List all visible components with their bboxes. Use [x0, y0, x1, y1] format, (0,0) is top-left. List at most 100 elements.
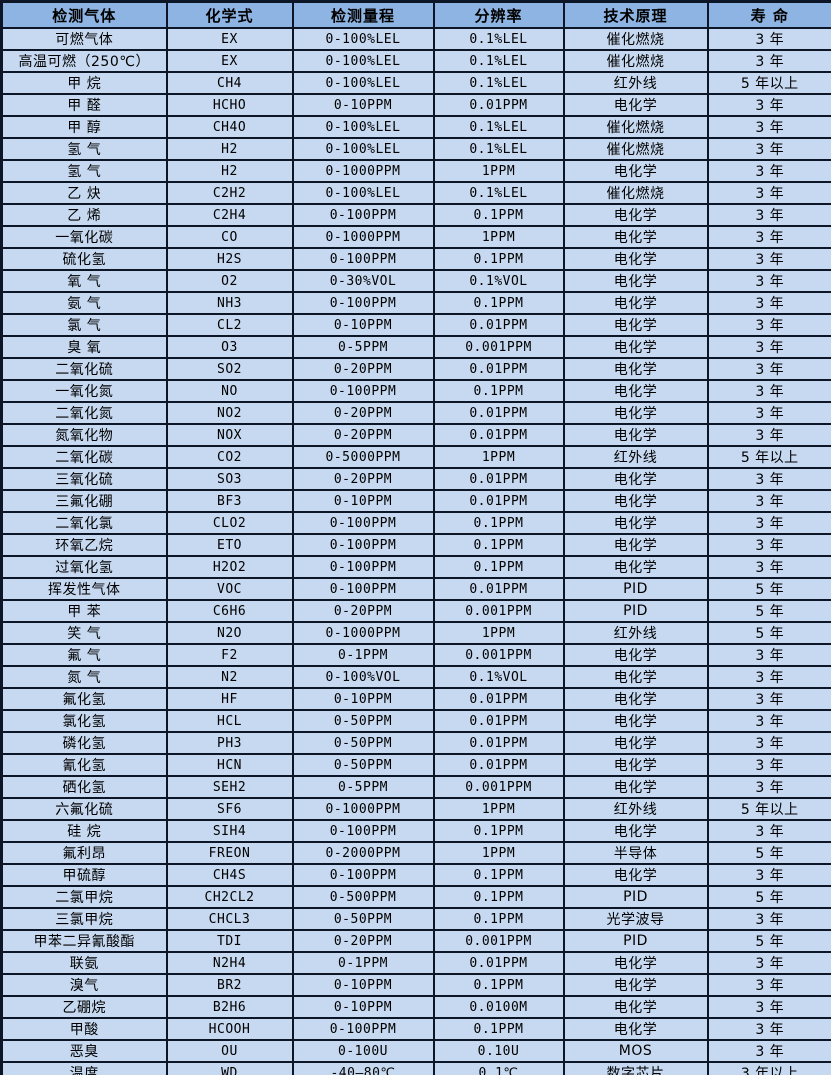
formula-cell: TDI	[165, 929, 294, 953]
range-cell: 0-20PPM	[291, 467, 435, 491]
formula-cell: NO	[165, 379, 294, 403]
formula-cell: CH2CL2	[165, 885, 294, 909]
table-row: 硫化氢 H2S 0-100PPM 0.1PPM 电化学 3 年	[0, 247, 831, 271]
resolution-cell: 0.01PPM	[432, 313, 565, 337]
gas-name-cell: 二氧化碳	[0, 445, 168, 469]
formula-cell: CH4O	[165, 115, 294, 139]
principle-cell: 电化学	[562, 423, 709, 447]
resolution-cell: 0.01PPM	[432, 489, 565, 513]
range-cell: -40—80℃	[291, 1061, 435, 1075]
lifespan-cell: 3 年	[706, 951, 831, 975]
gas-name-cell: 硫化氢	[0, 247, 168, 271]
range-cell: 0-10PPM	[291, 489, 435, 513]
resolution-cell: 0.01PPM	[432, 357, 565, 381]
table-row: 三氟化硼 BF3 0-10PPM 0.01PPM 电化学 3 年	[0, 489, 831, 513]
table-row: 乙硼烷 B2H6 0-10PPM 0.0100M 电化学 3 年	[0, 995, 831, 1019]
formula-cell: WD	[165, 1061, 294, 1075]
range-cell: 0-100%LEL	[291, 49, 435, 73]
principle-cell: 电化学	[562, 555, 709, 579]
principle-cell: PID	[562, 885, 709, 909]
lifespan-cell: 5 年	[706, 577, 831, 601]
formula-cell: SO2	[165, 357, 294, 381]
resolution-cell: 0.1PPM	[432, 907, 565, 931]
gas-name-cell: 硒化氢	[0, 775, 168, 799]
table-row: 氧 气 O2 0-30%VOL 0.1%VOL 电化学 3 年	[0, 269, 831, 293]
lifespan-cell: 3 年	[706, 775, 831, 799]
lifespan-cell: 3 年	[706, 137, 831, 161]
range-cell: 0-100%LEL	[291, 137, 435, 161]
lifespan-cell: 3 年	[706, 291, 831, 315]
lifespan-cell: 3 年	[706, 93, 831, 117]
range-cell: 0-100U	[291, 1039, 435, 1063]
gas-name-cell: 三氧化硫	[0, 467, 168, 491]
resolution-cell: 1PPM	[432, 445, 565, 469]
lifespan-cell: 3 年	[706, 863, 831, 887]
resolution-cell: 0.01PPM	[432, 731, 565, 755]
lifespan-cell: 3 年	[706, 467, 831, 491]
lifespan-cell: 3 年	[706, 203, 831, 227]
resolution-cell: 0.10U	[432, 1039, 565, 1063]
range-cell: 0-100PPM	[291, 533, 435, 557]
lifespan-cell: 3 年	[706, 555, 831, 579]
principle-cell: 电化学	[562, 819, 709, 843]
lifespan-cell: 3 年	[706, 401, 831, 425]
formula-cell: ETO	[165, 533, 294, 557]
gas-name-cell: 氨 气	[0, 291, 168, 315]
lifespan-cell: 3 年	[706, 1017, 831, 1041]
range-cell: 0-100%LEL	[291, 115, 435, 139]
gas-name-cell: 磷化氢	[0, 731, 168, 755]
principle-cell: 电化学	[562, 93, 709, 117]
column-header-range: 检测量程	[291, 0, 435, 29]
resolution-cell: 0.01PPM	[432, 687, 565, 711]
lifespan-cell: 3 年	[706, 819, 831, 843]
range-cell: 0-100PPM	[291, 203, 435, 227]
range-cell: 0-10PPM	[291, 93, 435, 117]
table-row: 六氟化硫 SF6 0-1000PPM 1PPM 红外线 5 年以上	[0, 797, 831, 821]
gas-name-cell: 二氧化硫	[0, 357, 168, 381]
principle-cell: 催化燃烧	[562, 115, 709, 139]
resolution-cell: 0.1PPM	[432, 203, 565, 227]
gas-name-cell: 甲酸	[0, 1017, 168, 1041]
principle-cell: 电化学	[562, 775, 709, 799]
table-row: 高温可燃（250℃） EX 0-100%LEL 0.1%LEL 催化燃烧 3 年	[0, 49, 831, 73]
principle-cell: 电化学	[562, 401, 709, 425]
resolution-cell: 0.1PPM	[432, 379, 565, 403]
column-header-gas-name: 检测气体	[0, 0, 168, 29]
principle-cell: 电化学	[562, 951, 709, 975]
formula-cell: CLO2	[165, 511, 294, 535]
formula-cell: N2H4	[165, 951, 294, 975]
gas-name-cell: 甲 醛	[0, 93, 168, 117]
range-cell: 0-1000PPM	[291, 621, 435, 645]
formula-cell: BR2	[165, 973, 294, 997]
principle-cell: 电化学	[562, 643, 709, 667]
resolution-cell: 0.001PPM	[432, 599, 565, 623]
range-cell: 0-100PPM	[291, 291, 435, 315]
principle-cell: 电化学	[562, 973, 709, 997]
gas-name-cell: 氰化氢	[0, 753, 168, 777]
resolution-cell: 0.1PPM	[432, 973, 565, 997]
lifespan-cell: 5 年	[706, 621, 831, 645]
table-row: 可燃气体 EX 0-100%LEL 0.1%LEL 催化燃烧 3 年	[0, 27, 831, 51]
principle-cell: 电化学	[562, 313, 709, 337]
range-cell: 0-100%LEL	[291, 71, 435, 95]
table-row: 氮氧化物 NOX 0-20PPM 0.01PPM 电化学 3 年	[0, 423, 831, 447]
resolution-cell: 0.1PPM	[432, 291, 565, 315]
resolution-cell: 0.0100M	[432, 995, 565, 1019]
resolution-cell: 0.001PPM	[432, 643, 565, 667]
resolution-cell: 0.1%VOL	[432, 665, 565, 689]
formula-cell: PH3	[165, 731, 294, 755]
gas-name-cell: 高温可燃（250℃）	[0, 49, 168, 73]
principle-cell: PID	[562, 929, 709, 953]
formula-cell: OU	[165, 1039, 294, 1063]
range-cell: 0-20PPM	[291, 929, 435, 953]
lifespan-cell: 3 年	[706, 269, 831, 293]
gas-name-cell: 可燃气体	[0, 27, 168, 51]
range-cell: 0-10PPM	[291, 313, 435, 337]
formula-cell: HCL	[165, 709, 294, 733]
gas-name-cell: 氯化氢	[0, 709, 168, 733]
formula-cell: HCHO	[165, 93, 294, 117]
formula-cell: CH4	[165, 71, 294, 95]
table-row: 磷化氢 PH3 0-50PPM 0.01PPM 电化学 3 年	[0, 731, 831, 755]
principle-cell: PID	[562, 577, 709, 601]
table-row: 氟 气 F2 0-1PPM 0.001PPM 电化学 3 年	[0, 643, 831, 667]
